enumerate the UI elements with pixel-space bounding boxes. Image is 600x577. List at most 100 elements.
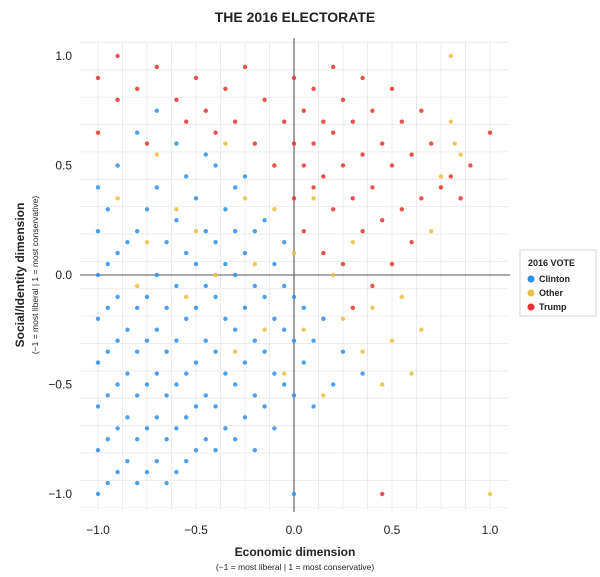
- data-point: [125, 239, 130, 245]
- data-point: [380, 218, 385, 223]
- series-trump: [95, 53, 493, 497]
- data-point: [252, 338, 257, 343]
- x-axis-title: Economic dimension: [235, 545, 356, 559]
- data-point: [340, 97, 346, 103]
- data-point: [213, 239, 218, 245]
- data-point: [135, 86, 140, 92]
- data-point: [360, 349, 365, 354]
- data-point: [233, 185, 238, 190]
- x-tick-label: 1.0: [482, 523, 499, 537]
- data-point: [291, 250, 297, 256]
- data-point: [389, 86, 395, 92]
- data-point: [184, 294, 189, 300]
- data-point: [242, 174, 248, 179]
- data-point: [203, 393, 208, 398]
- data-point: [380, 491, 385, 497]
- data-point: [242, 64, 248, 70]
- y-axis-title: Social/Identity dimension: [13, 203, 27, 348]
- data-point: [184, 250, 189, 256]
- data-point: [144, 207, 150, 212]
- data-point: [340, 316, 346, 321]
- data-point: [223, 316, 228, 321]
- data-point: [311, 196, 316, 201]
- data-point: [115, 53, 120, 59]
- data-point: [164, 305, 169, 311]
- data-point: [184, 119, 189, 124]
- data-point: [154, 108, 159, 113]
- data-point: [144, 426, 150, 431]
- data-point: [291, 393, 297, 398]
- data-point: [203, 152, 208, 157]
- data-point: [154, 415, 159, 420]
- data-point: [105, 480, 111, 486]
- data-point: [223, 86, 228, 92]
- data-point: [370, 108, 375, 113]
- data-point: [272, 207, 277, 212]
- data-point: [429, 229, 434, 234]
- data-point: [105, 261, 111, 267]
- data-point: [154, 327, 159, 332]
- data-point: [380, 382, 385, 387]
- data-point: [399, 294, 404, 300]
- data-point: [282, 239, 287, 245]
- data-point: [95, 448, 101, 453]
- data-point: [301, 229, 306, 234]
- data-points: [95, 53, 493, 497]
- data-point: [174, 382, 179, 387]
- data-point: [272, 163, 277, 168]
- data-point: [95, 491, 101, 497]
- data-point: [389, 261, 395, 267]
- data-point: [487, 130, 493, 135]
- data-point: [350, 239, 355, 245]
- legend-title: 2016 VOTE: [528, 258, 575, 268]
- data-point: [419, 108, 424, 113]
- data-point: [95, 229, 101, 234]
- data-point: [350, 196, 355, 201]
- data-point: [184, 371, 189, 376]
- data-point: [360, 371, 365, 376]
- data-point: [252, 283, 257, 289]
- data-point: [184, 316, 189, 321]
- data-point: [213, 130, 218, 135]
- data-point: [350, 119, 355, 124]
- data-point: [252, 448, 257, 453]
- data-point: [154, 272, 159, 278]
- data-point: [213, 349, 218, 354]
- data-point: [213, 294, 218, 300]
- data-point: [291, 75, 297, 81]
- data-point: [321, 119, 326, 124]
- data-point: [399, 119, 404, 124]
- data-point: [438, 174, 444, 179]
- data-point: [135, 480, 140, 486]
- data-point: [95, 404, 101, 409]
- data-point: [321, 174, 326, 179]
- data-point: [360, 152, 365, 157]
- y-tick-label: 0.0: [55, 268, 72, 282]
- data-point: [164, 393, 169, 398]
- data-point: [262, 404, 267, 409]
- data-point: [242, 250, 248, 256]
- data-point: [242, 196, 248, 201]
- data-point: [115, 250, 120, 256]
- data-point: [389, 163, 395, 168]
- data-point: [291, 196, 297, 201]
- data-point: [193, 196, 199, 201]
- data-point: [184, 458, 189, 464]
- data-point: [115, 469, 120, 475]
- data-point: [291, 338, 297, 343]
- data-point: [154, 371, 159, 376]
- data-point: [370, 305, 375, 311]
- legend-swatch-clinton: [527, 275, 535, 283]
- data-point: [184, 174, 189, 179]
- data-point: [448, 174, 453, 179]
- data-point: [370, 185, 375, 190]
- data-point: [223, 141, 228, 146]
- data-point: [135, 393, 140, 398]
- data-point: [409, 239, 414, 245]
- data-point: [301, 163, 306, 168]
- data-point: [193, 404, 199, 409]
- data-point: [448, 119, 453, 124]
- data-point: [154, 458, 159, 464]
- data-point: [360, 75, 365, 81]
